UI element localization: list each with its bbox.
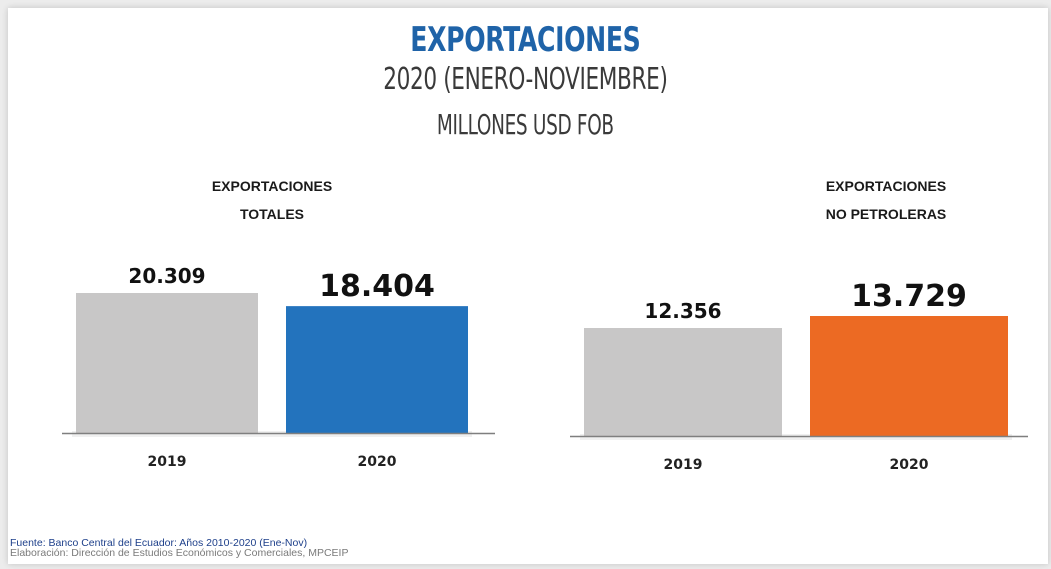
footer-credit: Elaboración: Dirección de Estudios Econó… xyxy=(10,547,349,559)
page-subtitle-units: MILLONES USD FOB xyxy=(436,108,614,141)
chart-no-petroleras-bar-2020 xyxy=(810,316,1008,436)
chart-title-no-petroleras: EXPORTACIONES NO PETROLERAS xyxy=(766,172,1006,228)
page-subtitle-period: 2020 (ENERO-NOVIEMBRE) xyxy=(383,62,668,97)
infographic-card xyxy=(8,8,1048,564)
chart-totales-bar-2020 xyxy=(286,306,468,433)
chart-totales-value-label-2019: 20.309 xyxy=(128,264,205,288)
chart-no-petroleras-category-2020: 2020 xyxy=(890,457,929,473)
chart-title-totales-line1: EXPORTACIONES xyxy=(211,178,333,194)
chart-totales-value-label-2020: 18.404 xyxy=(319,269,435,304)
page-title: EXPORTACIONES xyxy=(410,20,641,60)
chart-title-no-petroleras-line1: EXPORTACIONES xyxy=(825,178,947,194)
chart-totales-bar-2019 xyxy=(76,293,258,433)
chart-no-petroleras-bar-2019 xyxy=(584,328,782,436)
chart-no-petroleras-value-label-2019: 12.356 xyxy=(644,299,721,323)
chart-no-petroleras-value-label-2020: 13.729 xyxy=(851,279,967,314)
chart-totales-category-2020: 2020 xyxy=(358,454,397,470)
chart-no-petroleras-category-2019: 2019 xyxy=(664,457,703,473)
chart-totales-category-2019: 2019 xyxy=(148,454,187,470)
chart-title-totales: EXPORTACIONES TOTALES xyxy=(152,172,392,228)
chart-title-totales-line2: TOTALES xyxy=(239,206,305,222)
footer-source: Fuente: Banco Central del Ecuador: Años … xyxy=(10,537,308,549)
chart-title-no-petroleras-line2: NO PETROLERAS xyxy=(825,206,947,222)
